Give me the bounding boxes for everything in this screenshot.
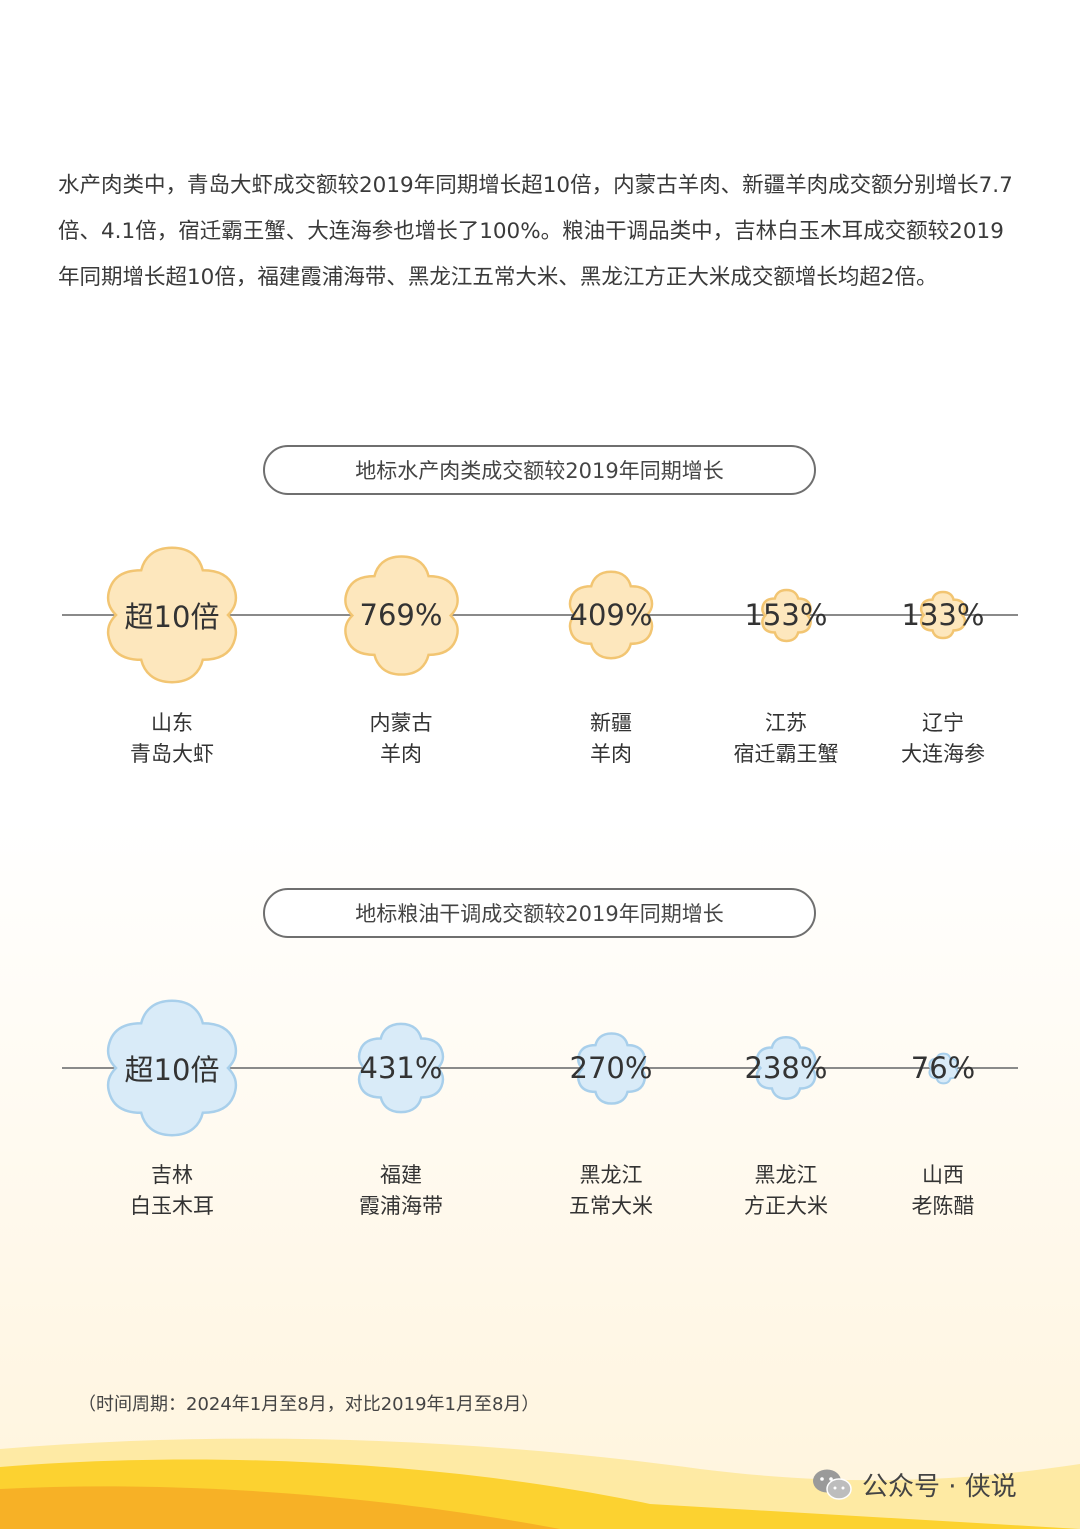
region-name: 山西	[922, 1163, 964, 1187]
product-name: 宿迁霸王蟹	[733, 742, 839, 766]
bubble-value: 超10倍	[124, 1053, 220, 1087]
bubble-label: 黑龙江 五常大米	[511, 1160, 711, 1222]
watermark: 公众号 · 侠说	[812, 1466, 1017, 1503]
growth-bubble: 238%	[745, 1036, 827, 1100]
bubble-shape	[760, 588, 812, 642]
product-name: 青岛大虾	[130, 742, 214, 766]
growth-bubble: 超10倍	[102, 998, 242, 1138]
bubble-value: 76%	[910, 1051, 976, 1085]
product-name: 老陈醋	[911, 1194, 975, 1218]
region-name: 新疆	[590, 711, 632, 735]
bubble-label: 福建 霞浦海带	[301, 1160, 501, 1222]
bubble-label: 辽宁 大连海参	[843, 708, 1043, 770]
bubble-value: 超10倍	[124, 600, 220, 634]
bubble-shape	[357, 1022, 445, 1114]
bubble-label: 新疆 羊肉	[511, 708, 711, 770]
region-name: 黑龙江	[579, 1163, 643, 1187]
bubble-label: 吉林 白玉木耳	[72, 1160, 272, 1222]
growth-bubble: 153%	[745, 588, 827, 642]
bubble-label: 黑龙江 方正大米	[686, 1160, 886, 1222]
product-name: 羊肉	[590, 742, 632, 766]
product-name: 羊肉	[380, 742, 422, 766]
product-name: 大连海参	[901, 742, 985, 766]
growth-bubble: 76%	[911, 1051, 975, 1085]
bubble-shape	[343, 554, 459, 676]
region-name: 福建	[380, 1163, 422, 1187]
region-name: 黑龙江	[754, 1163, 818, 1187]
section-title-aquatic-meat: 地标水产肉类成交额较2019年同期增长	[263, 445, 816, 495]
region-name: 山东	[151, 711, 193, 735]
bubble-value: 409%	[569, 598, 653, 632]
bubble-value: 153%	[744, 598, 828, 632]
footnote-time-period: （时间周期：2024年1月至8月，对比2019年1月至8月）	[78, 1394, 540, 1415]
bubble-label: 山东 青岛大虾	[72, 708, 272, 770]
growth-bubble: 769%	[340, 554, 463, 677]
bubble-value: 270%	[569, 1051, 653, 1085]
bubble-shape	[755, 1036, 817, 1100]
product-name: 五常大米	[569, 1194, 653, 1218]
bubble-shape	[919, 590, 967, 640]
bubble-label: 山西 老陈醋	[843, 1160, 1043, 1222]
product-name: 白玉木耳	[130, 1194, 214, 1218]
bubble-shape	[106, 546, 238, 684]
product-name: 霞浦海带	[359, 1194, 443, 1218]
bubble-label: 内蒙古 羊肉	[301, 708, 501, 770]
region-name: 吉林	[151, 1163, 193, 1187]
bubble-value: 769%	[359, 598, 443, 632]
bubble-value: 431%	[359, 1051, 443, 1085]
bubble-value: 133%	[901, 598, 985, 632]
growth-bubble: 超10倍	[102, 545, 242, 685]
growth-bubble: 409%	[566, 570, 656, 660]
wechat-icon	[813, 1469, 852, 1500]
growth-bubble: 431%	[355, 1022, 447, 1114]
watermark-text: 公众号 · 侠说	[862, 1472, 1017, 1502]
bubble-value: 238%	[744, 1051, 828, 1085]
axis-line-grain-oil	[62, 1067, 1018, 1069]
page-background-glow	[0, 820, 1080, 1529]
region-name: 内蒙古	[369, 711, 433, 735]
bubble-shape	[568, 570, 654, 660]
bubble-shape	[106, 999, 238, 1137]
growth-bubble: 270%	[570, 1031, 652, 1105]
region-name: 辽宁	[922, 711, 964, 735]
bubble-label: 江苏 宿迁霸王蟹	[686, 708, 886, 770]
bubble-shape	[927, 1052, 959, 1084]
product-name: 方正大米	[744, 1194, 828, 1218]
section-title-grain-oil: 地标粮油干调成交额较2019年同期增长	[263, 888, 816, 938]
decorative-wave	[0, 1438, 1080, 1529]
bubble-shape	[576, 1031, 646, 1105]
axis-line-aquatic-meat	[62, 614, 1018, 616]
intro-paragraph: 水产肉类中，青岛大虾成交额较2019年同期增长超10倍，内蒙古羊肉、新疆羊肉成交…	[58, 173, 1013, 290]
growth-bubble: 133%	[902, 590, 984, 640]
region-name: 江苏	[765, 711, 807, 735]
